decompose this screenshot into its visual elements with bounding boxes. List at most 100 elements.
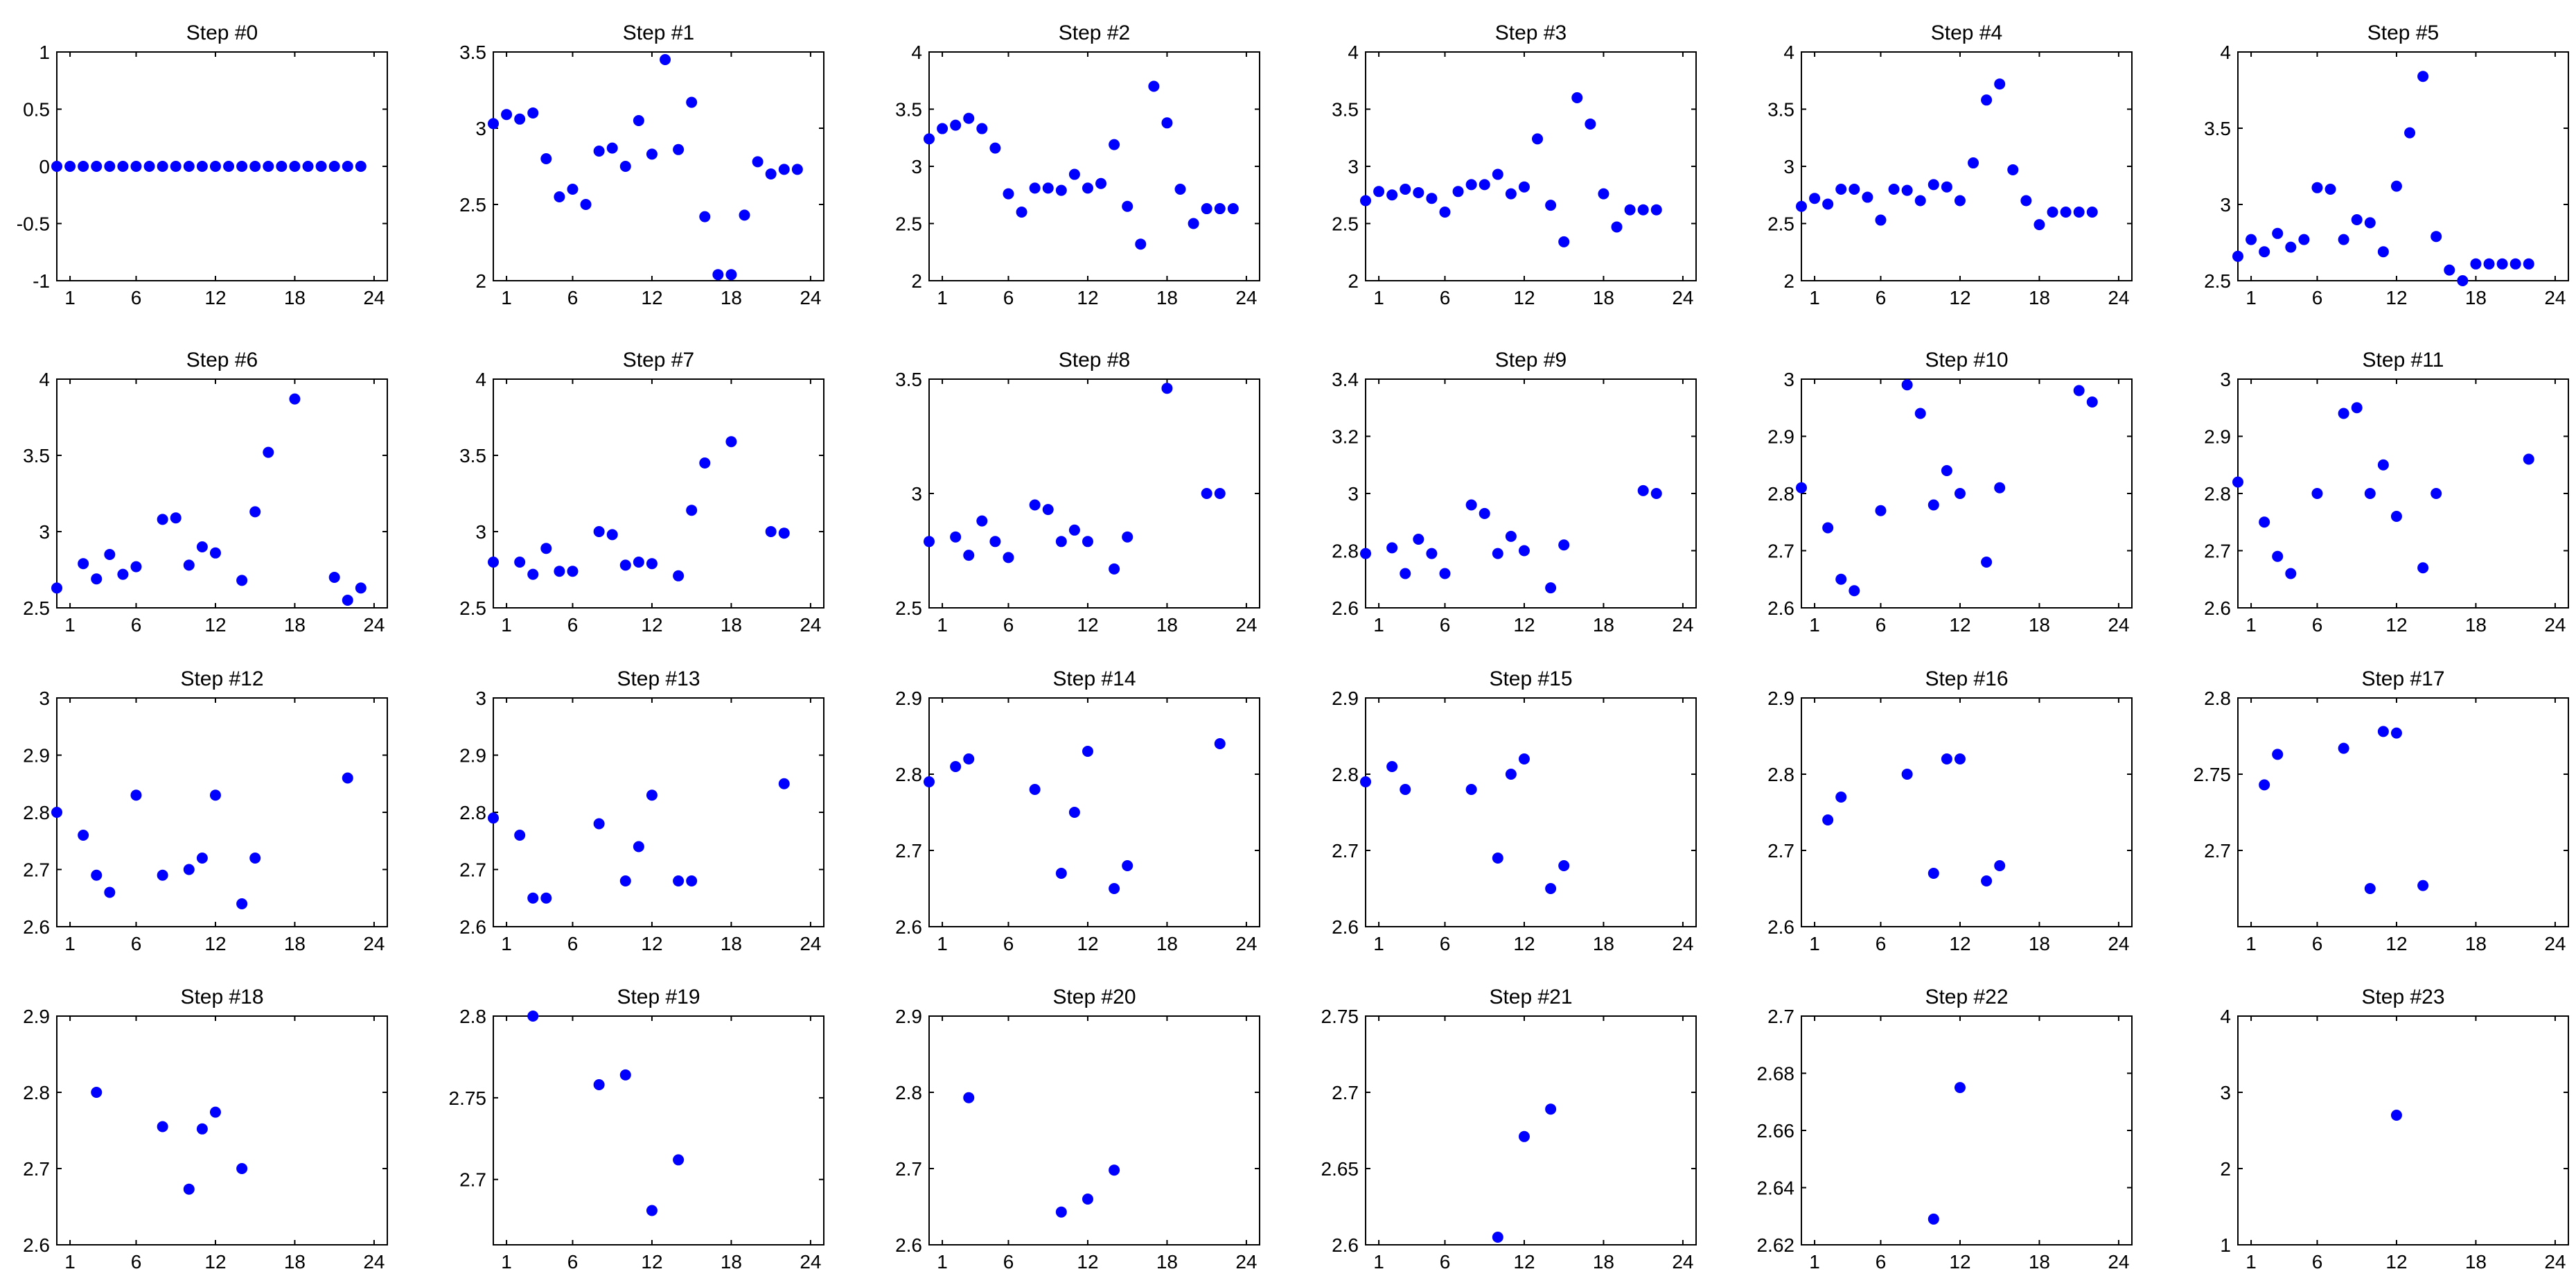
y-tick-label: 3.5 bbox=[1332, 99, 1359, 121]
x-tick-label: 1 bbox=[937, 1251, 948, 1273]
x-tick-label: 24 bbox=[2544, 933, 2566, 954]
data-point bbox=[1532, 133, 1544, 145]
y-tick-label: 2.62 bbox=[1757, 1234, 1795, 1256]
x-tick-label: 1 bbox=[64, 1251, 76, 1273]
y-tick-label: 2.7 bbox=[2204, 541, 2231, 562]
subplot-15: Step #15 1 6 12 18 24 2.6 2.7 2.8 2.9 bbox=[1332, 667, 1697, 954]
data-point bbox=[2034, 219, 2045, 231]
data-point bbox=[580, 199, 592, 210]
data-point bbox=[104, 161, 116, 172]
data-point bbox=[1994, 78, 2006, 90]
y-tick-label: 3 bbox=[2220, 1082, 2231, 1103]
x-tick-label: 18 bbox=[1156, 287, 1178, 308]
data-point bbox=[2417, 562, 2429, 574]
data-point bbox=[2272, 227, 2284, 239]
data-point bbox=[1479, 179, 1490, 191]
data-point bbox=[1109, 563, 1120, 575]
data-point bbox=[78, 830, 89, 841]
x-tick-label: 1 bbox=[937, 614, 948, 636]
data-point bbox=[1492, 853, 1503, 864]
data-point bbox=[355, 582, 367, 594]
data-point bbox=[1901, 379, 1913, 391]
data-point bbox=[2311, 488, 2323, 499]
panel-title: Step #18 bbox=[180, 986, 263, 1008]
data-point bbox=[2431, 231, 2442, 243]
x-tick-label: 18 bbox=[721, 1251, 742, 1273]
y-tick-label: 2.8 bbox=[895, 764, 922, 785]
y-tick-label: 2.9 bbox=[23, 1006, 50, 1027]
data-point bbox=[1611, 221, 1623, 233]
data-point bbox=[1545, 1103, 1557, 1115]
subplot-16: Step #16 1 6 12 18 24 2.6 2.7 2.8 2.9 bbox=[1767, 667, 2133, 954]
x-tick-label: 1 bbox=[1373, 614, 1384, 636]
y-tick-label: 2.6 bbox=[1332, 597, 1359, 619]
y-tick-label: 2.8 bbox=[1767, 764, 1794, 785]
subplot-8: Step #8 1 6 12 18 24 2.5 3 3.5 bbox=[895, 349, 1260, 636]
y-tick-label: 2.5 bbox=[23, 597, 50, 619]
y-tick-label: 1 bbox=[2220, 1234, 2231, 1256]
x-tick-label: 24 bbox=[1235, 614, 1257, 636]
x-tick-label: 6 bbox=[1440, 1251, 1451, 1273]
data-point bbox=[249, 506, 261, 518]
data-point bbox=[963, 550, 975, 561]
data-point bbox=[1413, 186, 1424, 198]
data-point bbox=[593, 146, 605, 157]
y-tick-label: 2 bbox=[475, 270, 486, 292]
panel-title: Step #12 bbox=[180, 667, 263, 690]
data-point bbox=[673, 143, 685, 155]
data-point bbox=[1637, 484, 1649, 496]
data-point bbox=[1981, 875, 1993, 886]
x-tick-label: 1 bbox=[501, 1251, 512, 1273]
y-tick-label: 2.6 bbox=[1767, 597, 1794, 619]
subplot-13: Step #13 1 6 12 18 24 2.6 2.7 2.8 2.9 3 bbox=[459, 667, 824, 954]
data-point bbox=[567, 184, 579, 195]
data-point bbox=[1439, 207, 1451, 218]
x-tick-label: 1 bbox=[1809, 933, 1820, 954]
x-tick-label: 12 bbox=[204, 287, 226, 308]
y-tick-label: 0 bbox=[39, 156, 50, 177]
data-point bbox=[2232, 476, 2243, 488]
data-point bbox=[963, 753, 975, 764]
data-point bbox=[289, 161, 301, 172]
y-tick-label: 2.6 bbox=[1767, 916, 1794, 938]
y-tick-label: 2.75 bbox=[449, 1087, 487, 1109]
axes-frame bbox=[493, 1015, 824, 1246]
data-point bbox=[1161, 117, 1173, 129]
y-tick-label: 2.7 bbox=[23, 859, 50, 881]
y-tick-label: 2.9 bbox=[1767, 426, 1794, 448]
x-tick-label: 24 bbox=[2108, 287, 2129, 308]
data-point bbox=[488, 118, 499, 130]
data-point bbox=[1822, 198, 1834, 210]
x-tick-label: 6 bbox=[1003, 614, 1014, 636]
y-tick-label: -1 bbox=[33, 270, 50, 292]
x-tick-label: 24 bbox=[2108, 1251, 2129, 1273]
subplot-18: Step #18 1 6 12 18 24 2.6 2.7 2.8 2.9 bbox=[23, 986, 388, 1273]
subplot-5: Step #5 1 6 12 18 24 2.5 3 3.5 4 bbox=[2204, 21, 2569, 308]
data-point bbox=[51, 807, 62, 818]
data-point bbox=[633, 841, 644, 853]
x-tick-label: 6 bbox=[131, 933, 142, 954]
data-point bbox=[249, 853, 261, 864]
data-point bbox=[1042, 182, 1054, 194]
data-point bbox=[1042, 504, 1054, 516]
data-point bbox=[209, 547, 221, 559]
data-point bbox=[686, 96, 698, 108]
data-point bbox=[924, 776, 935, 787]
panel-title: Step #19 bbox=[617, 986, 700, 1008]
x-tick-label: 24 bbox=[800, 933, 821, 954]
data-point bbox=[2364, 488, 2376, 499]
y-tick-label: 3 bbox=[911, 483, 922, 505]
data-point bbox=[514, 113, 526, 125]
data-point bbox=[1927, 868, 1939, 879]
x-tick-label: 12 bbox=[1513, 1251, 1535, 1273]
data-point bbox=[183, 864, 195, 875]
data-point bbox=[1888, 184, 1900, 195]
x-tick-label: 6 bbox=[1876, 287, 1887, 308]
data-point bbox=[1122, 531, 1133, 543]
data-point bbox=[1188, 218, 1199, 229]
data-point bbox=[91, 573, 103, 585]
panel-title: Step #4 bbox=[1931, 21, 2002, 44]
subplot-19: Step #19 1 6 12 18 24 2.7 2.75 2.8 bbox=[449, 986, 824, 1273]
data-point bbox=[2272, 749, 2284, 760]
axes-frame bbox=[493, 51, 824, 281]
